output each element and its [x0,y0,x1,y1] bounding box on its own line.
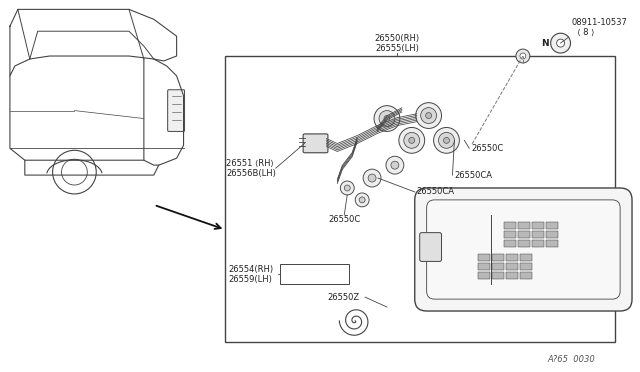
Circle shape [520,53,526,59]
Text: 26550(RH)
26555(LH): 26550(RH) 26555(LH) [374,33,419,53]
Circle shape [444,137,449,143]
Text: 26550CA: 26550CA [454,171,492,180]
Text: 26550CA: 26550CA [417,187,455,196]
Bar [506,272,518,279]
Text: A?65  0030: A?65 0030 [548,355,595,363]
Circle shape [363,169,381,187]
Circle shape [426,113,431,119]
Bar [504,222,516,229]
Bar [546,240,557,247]
Bar [506,254,518,262]
Circle shape [355,193,369,207]
Bar [280,264,349,284]
Bar [520,272,532,279]
Circle shape [433,128,460,153]
Circle shape [384,116,390,122]
Circle shape [399,128,425,153]
Text: 26550C: 26550C [328,215,360,224]
Bar [506,263,518,270]
Circle shape [386,156,404,174]
Text: 26551 ⟨RH⟩
26556B(LH): 26551 ⟨RH⟩ 26556B(LH) [226,158,276,178]
Circle shape [404,132,420,148]
Bar [504,240,516,247]
Bar [520,263,532,270]
Circle shape [438,132,454,148]
Circle shape [409,137,415,143]
Bar [478,254,490,262]
Bar [504,231,516,238]
Circle shape [420,108,436,124]
Circle shape [416,103,442,128]
FancyBboxPatch shape [415,188,632,311]
Bar [492,263,504,270]
Circle shape [374,106,400,131]
Bar [546,222,557,229]
Text: 26550Z: 26550Z [328,293,360,302]
Bar [518,222,530,229]
Circle shape [516,49,530,63]
Circle shape [391,161,399,169]
Circle shape [359,197,365,203]
Circle shape [550,33,570,53]
Bar [532,222,544,229]
Bar [518,231,530,238]
Circle shape [340,181,354,195]
Bar [492,272,504,279]
Bar [532,240,544,247]
Bar [478,263,490,270]
Bar [518,240,530,247]
FancyBboxPatch shape [420,232,442,262]
Text: 26550C: 26550C [471,144,504,153]
Bar [478,272,490,279]
Bar [225,56,615,342]
Circle shape [379,110,395,126]
Text: 26554(RH)
26559(LH): 26554(RH) 26559(LH) [228,264,273,284]
FancyBboxPatch shape [168,90,184,131]
FancyBboxPatch shape [303,134,328,153]
Bar [546,231,557,238]
Bar [520,254,532,262]
FancyBboxPatch shape [427,200,620,299]
Bar [532,231,544,238]
Circle shape [368,174,376,182]
Circle shape [557,39,564,47]
Text: 08911-10537
  ⟨ 8 ⟩: 08911-10537 ⟨ 8 ⟩ [572,18,627,37]
Text: N: N [541,39,548,48]
Circle shape [344,185,350,191]
Bar [492,254,504,262]
